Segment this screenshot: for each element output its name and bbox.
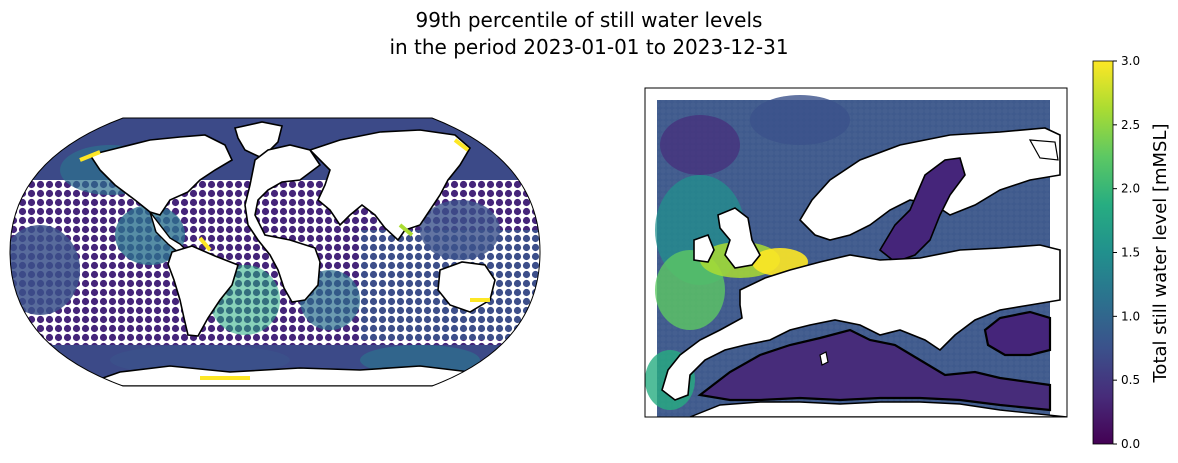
global-map [9,117,541,387]
europe-map-frame [644,87,1068,418]
colorbar-ticks: 0.0 0.5 1.0 1.5 2.0 2.5 3.0 [1113,54,1140,451]
colorbar-tick-label: 3.0 [1121,54,1140,68]
chart-title-line-2: in the period 2023-01-01 to 2023-12-31 [389,35,789,59]
colorbar-label: Total still water level [mMSL] [1150,123,1171,383]
europe-map [644,87,1068,418]
black-sea [983,310,1052,357]
ireland-land [693,233,715,263]
mediterranean-sea [697,328,1052,412]
colorbar-gradient [1092,60,1114,445]
colorbar-tick-label: 2.0 [1121,182,1140,196]
colorbar-tick-label: 1.0 [1121,309,1140,323]
global-map-frame [9,117,541,387]
great-britain-land [717,207,761,269]
colorbar-tick-label: 2.5 [1121,118,1140,132]
colorbar-tick-label: 1.5 [1121,246,1140,260]
baltic-sea [878,157,966,263]
africa-europe-land [244,144,322,303]
chart-title-line-1: 99th percentile of still water levels [415,8,763,32]
colorbar-tick-label: 0.0 [1121,437,1140,451]
south-america-land [167,245,239,337]
mainland-europe-land [661,244,1061,401]
north-africa-land [689,401,1067,417]
colorbar: 0.0 0.5 1.0 1.5 2.0 2.5 3.0 Total still water … [1092,54,1171,451]
colorbar-tick-label: 0.5 [1121,373,1140,387]
north-america-land [88,134,234,216]
